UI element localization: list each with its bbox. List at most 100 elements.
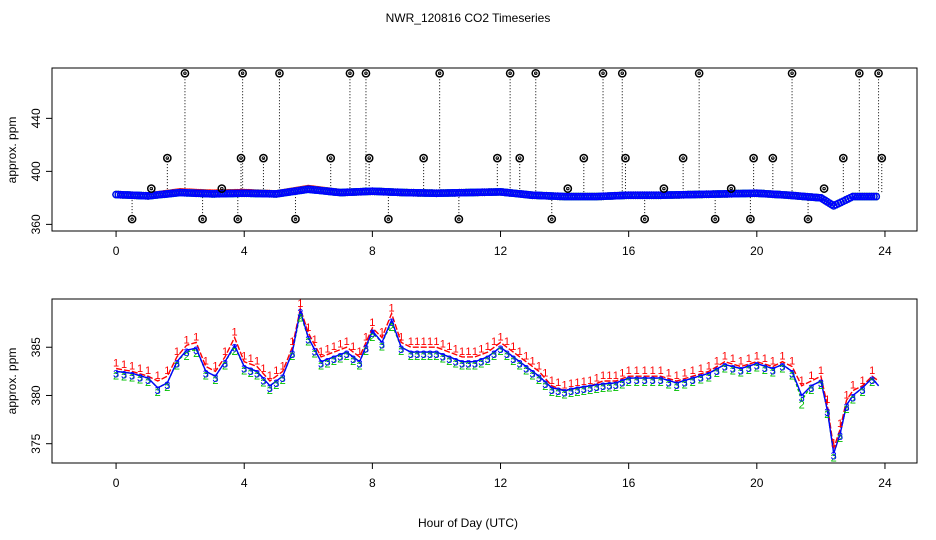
- series-3-marker: 3: [433, 349, 439, 361]
- series-2-marker: 2: [523, 366, 529, 378]
- series-1-marker: 1: [324, 343, 330, 355]
- series-3-marker: 3: [642, 375, 648, 387]
- series-1-marker: 1: [297, 298, 303, 310]
- series-2-marker: 2: [297, 312, 303, 324]
- panel-top-x-tick-label: 20: [750, 244, 764, 258]
- panel-top-axes: 0 4 8 12 16 20 24 360 400 440: [29, 108, 892, 258]
- series-2-marker: 2: [831, 452, 837, 464]
- series-2-marker: 2: [155, 387, 161, 399]
- spike-point: [326, 153, 336, 163]
- series-2-marker: 2: [600, 383, 606, 395]
- series-1-marker: 1: [121, 359, 127, 371]
- series-1-marker: 1: [379, 327, 385, 339]
- series-2-marker: 2: [542, 381, 548, 393]
- series-3-marker: 3: [121, 369, 127, 381]
- panel-bottom-y-tick-label: 375: [29, 433, 43, 453]
- series-2-marker: 2: [222, 361, 228, 373]
- spike-point: [531, 68, 541, 78]
- series-1-marker: 1: [478, 343, 484, 355]
- series-2-marker: 2: [738, 367, 744, 379]
- series-1-marker: 1: [113, 357, 119, 369]
- panel-bottom-x-tick-label: 8: [369, 476, 376, 490]
- x-axis-label: Hour of Day (UTC): [418, 516, 518, 530]
- spike-point-inner: [601, 71, 605, 76]
- series-2-marker: 2: [859, 387, 865, 399]
- series-3-marker: 3: [324, 356, 330, 368]
- series-1-marker: 1: [738, 356, 744, 368]
- series-3-marker: 3: [485, 354, 491, 366]
- series-2-marker: 2: [433, 351, 439, 363]
- series-2-marker: 2: [363, 346, 369, 358]
- series-3-marker: 3: [504, 349, 510, 361]
- spike-point-inner: [386, 217, 391, 221]
- spike-point: [640, 214, 650, 224]
- series-3-marker: 3: [280, 373, 286, 385]
- panel-bottom-x-tick-label: 16: [622, 476, 636, 490]
- spike-point: [694, 68, 704, 78]
- series-1-marker: 1: [145, 365, 151, 377]
- spike-point: [238, 68, 247, 78]
- series-1-marker: 1: [260, 363, 266, 375]
- series-2-marker: 2: [730, 366, 736, 378]
- spike-point-inner: [220, 186, 224, 191]
- series-3-marker: 3: [497, 344, 503, 356]
- panel-top-ylabel: approx. ppm: [5, 117, 19, 184]
- spike-point-inner: [239, 156, 243, 160]
- series-3-marker: 3: [398, 344, 404, 356]
- series-2-marker: 2: [337, 353, 343, 365]
- spike-point-inner: [240, 71, 245, 76]
- spike-point: [768, 153, 778, 163]
- series-1-marker: 1: [389, 302, 395, 314]
- series-1-marker: 1: [730, 353, 736, 365]
- spike-point-inner: [183, 71, 187, 76]
- spike-point: [384, 214, 393, 224]
- series-3-marker: 3: [183, 347, 189, 359]
- series-1-marker: 1: [658, 365, 664, 377]
- series-1-marker: 1: [714, 356, 720, 368]
- series-1-marker: 1: [174, 346, 180, 358]
- series-3-marker: 3: [789, 368, 795, 380]
- series-1-marker: 1: [542, 368, 548, 380]
- series-2-marker: 2: [421, 351, 427, 363]
- series-1-marker: 1: [536, 360, 542, 372]
- series-3-marker: 3: [818, 378, 824, 390]
- series-3-marker: 3: [594, 382, 600, 394]
- series-1-marker: 1: [421, 336, 427, 348]
- panel-top-x-tick-label: 16: [622, 244, 636, 258]
- series-2-marker: 2: [674, 382, 680, 394]
- series-1-marker: 1: [808, 370, 814, 382]
- series-3-line: [116, 310, 880, 454]
- series-2-marker: 2: [356, 361, 362, 373]
- spike-point-inner: [508, 71, 512, 76]
- panel-bottom-ylabel: approx. ppm: [5, 348, 19, 415]
- panel-bottom-x-tick-label: 12: [494, 476, 508, 490]
- series-3-marker: 3: [850, 392, 856, 404]
- series-1-marker: 1: [674, 370, 680, 382]
- spike-point: [787, 68, 797, 78]
- spike-point: [579, 153, 589, 163]
- series-3-marker: 3: [799, 392, 805, 404]
- spike-point: [710, 214, 720, 224]
- series-3-marker: 3: [555, 386, 561, 398]
- series-3-marker: 3: [674, 380, 680, 392]
- spike-point: [146, 184, 156, 193]
- series-1-marker: 1: [232, 327, 238, 339]
- panel-bottom-x-tick-label: 24: [878, 476, 892, 490]
- series-2-marker: 2: [642, 377, 648, 389]
- spike-point-inner: [364, 71, 368, 76]
- series-3-marker: 3: [164, 380, 170, 392]
- series-2-marker: 2: [369, 332, 375, 344]
- spike-point-inner: [261, 156, 266, 160]
- series-1-marker: 1: [344, 336, 350, 348]
- series-3-marker: 3: [574, 385, 580, 397]
- series-1-marker: 1: [203, 356, 209, 368]
- spike-point: [598, 68, 608, 78]
- panel-bottom-x-tick-label: 20: [750, 476, 764, 490]
- spike-point: [838, 153, 848, 163]
- series-2-marker: 2: [379, 341, 385, 353]
- series-3-marker: 3: [203, 368, 209, 380]
- spike-point: [617, 68, 627, 78]
- series-3-marker: 3: [113, 368, 119, 380]
- series-2-marker: 2: [193, 348, 199, 360]
